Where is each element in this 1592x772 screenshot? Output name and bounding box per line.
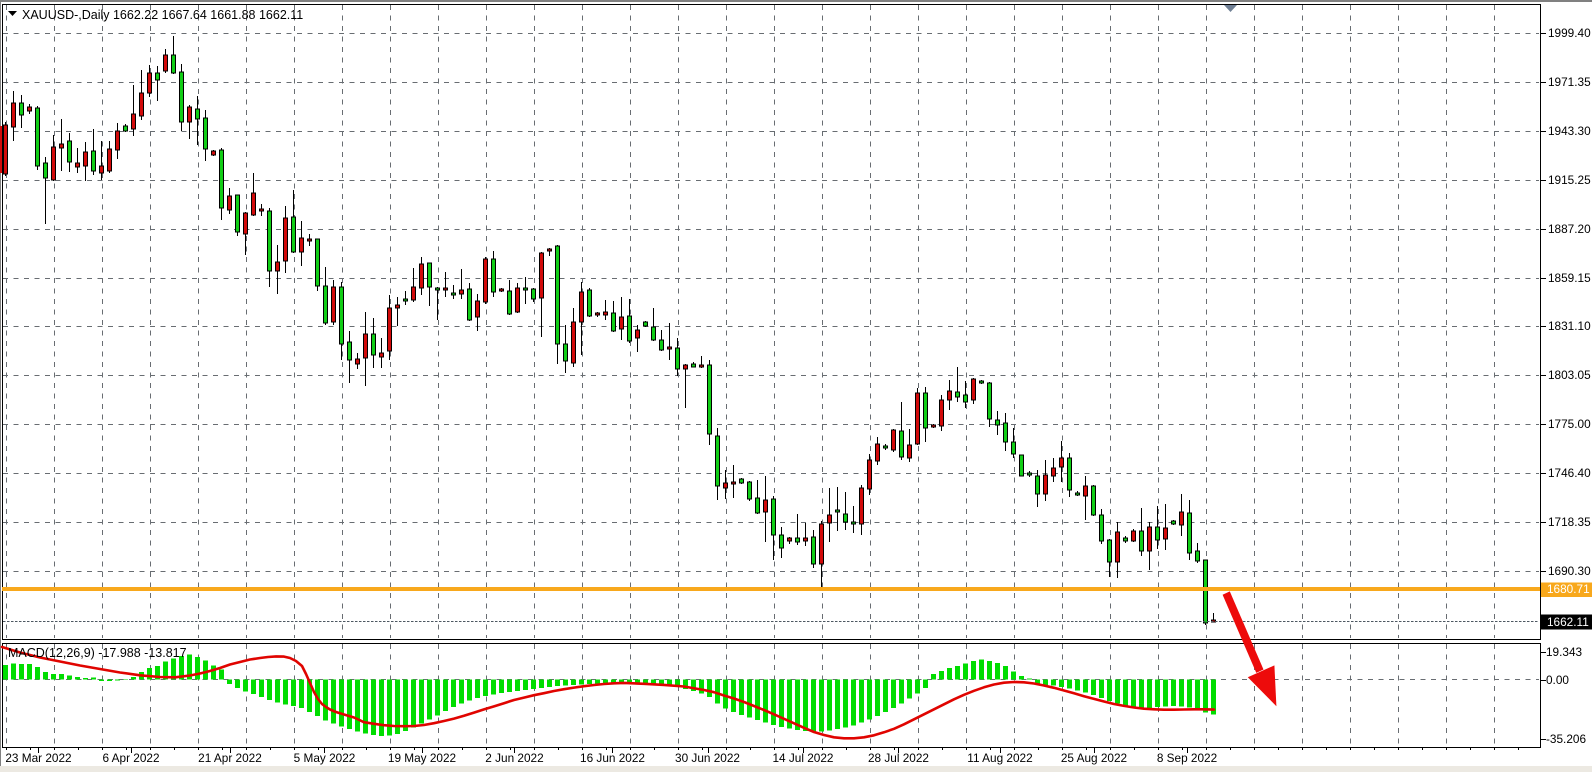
svg-text:21 Apr 2022: 21 Apr 2022 — [198, 751, 262, 765]
svg-text:28 Jul 2022: 28 Jul 2022 — [868, 751, 929, 765]
svg-text:1690.30: 1690.30 — [1548, 564, 1591, 578]
svg-text:1859.15: 1859.15 — [1548, 271, 1591, 285]
svg-text:11 Aug 2022: 11 Aug 2022 — [967, 751, 1032, 765]
svg-text:19 May 2022: 19 May 2022 — [388, 751, 456, 765]
svg-text:1915.25: 1915.25 — [1548, 173, 1591, 187]
svg-text:1718.35: 1718.35 — [1548, 515, 1591, 529]
svg-text:0.00: 0.00 — [1546, 673, 1569, 687]
svg-text:1943.30: 1943.30 — [1548, 124, 1591, 138]
svg-text:1831.10: 1831.10 — [1548, 319, 1591, 333]
svg-text:1662.11: 1662.11 — [1547, 615, 1589, 629]
svg-text:14 Jul 2022: 14 Jul 2022 — [772, 751, 833, 765]
svg-text:6 Apr 2022: 6 Apr 2022 — [102, 751, 159, 765]
svg-text:MACD(12,26,9) -17.988 -13.817: MACD(12,26,9) -17.988 -13.817 — [8, 646, 187, 660]
svg-text:1999.40: 1999.40 — [1548, 26, 1591, 40]
svg-text:1803.05: 1803.05 — [1548, 368, 1591, 382]
svg-text:23 Mar 2022: 23 Mar 2022 — [5, 751, 71, 765]
svg-text:5 May 2022: 5 May 2022 — [294, 751, 356, 765]
svg-text:-35.206: -35.206 — [1546, 732, 1586, 746]
svg-text:8 Sep 2022: 8 Sep 2022 — [1157, 751, 1217, 765]
svg-text:1746.40: 1746.40 — [1548, 466, 1591, 480]
svg-text:1680.71: 1680.71 — [1547, 582, 1590, 596]
svg-text:2 Jun 2022: 2 Jun 2022 — [485, 751, 543, 765]
svg-text:1775.00: 1775.00 — [1548, 417, 1591, 431]
svg-text:30 Jun 2022: 30 Jun 2022 — [675, 751, 740, 765]
svg-text:1971.35: 1971.35 — [1548, 75, 1591, 89]
svg-text:16 Jun 2022: 16 Jun 2022 — [580, 751, 645, 765]
svg-text:25 Aug 2022: 25 Aug 2022 — [1061, 751, 1127, 765]
svg-text:19.343: 19.343 — [1546, 645, 1583, 659]
svg-text:1887.20: 1887.20 — [1548, 222, 1591, 236]
svg-text:XAUUSD-,Daily 1662.22 1667.64: XAUUSD-,Daily 1662.22 1667.64 1661.88 16… — [22, 8, 303, 22]
